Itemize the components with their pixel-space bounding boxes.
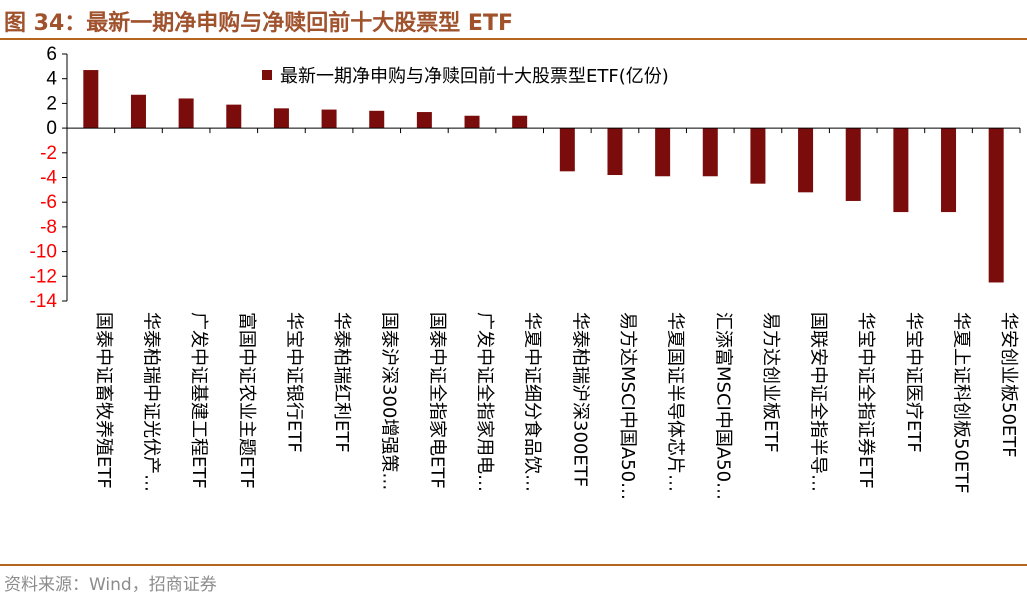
x-tick-label: 华夏国证半导体芯片… [665, 312, 686, 492]
bar [273, 108, 289, 129]
y-axis: 6 4 2 0 -2 -4 -6 -8 -10 -12 -14 [30, 44, 68, 312]
y-tick-label: -8 [40, 217, 57, 238]
legend: 最新一期净申购与净赎回前十大股票型ETF(亿份) [262, 66, 669, 87]
x-axis [66, 127, 1021, 134]
x-tick-label: 华宝中证全指证券ETF [855, 312, 876, 489]
bars [83, 70, 1004, 283]
x-tick-label: 华夏中证细分食品饮… [522, 312, 543, 492]
bar [559, 128, 575, 172]
bar [226, 104, 242, 129]
title-rule [0, 38, 1027, 40]
bar [321, 109, 337, 129]
y-tick-label: 0 [46, 118, 57, 139]
y-tick-label: 6 [46, 44, 57, 65]
bar [941, 128, 957, 213]
bar [416, 112, 432, 129]
y-tick-label: -10 [30, 242, 57, 263]
y-tick-label: -2 [40, 143, 57, 164]
legend-label: 最新一期净申购与净赎回前十大股票型ETF(亿份) [280, 66, 669, 87]
bar [130, 94, 146, 129]
x-tick-label: 国泰沪深300增强策… [379, 312, 400, 490]
figure-title: 图 34：最新一期净申购与净赎回前十大股票型 ETF [4, 11, 513, 36]
x-tick-label: 华夏上证科创板50ETF [951, 312, 972, 494]
bar [369, 110, 385, 129]
x-tick-label: 易方达MSCI中国A50… [617, 312, 638, 500]
y-tick-label: -4 [40, 168, 57, 189]
bar [845, 128, 861, 201]
x-tick-label: 华泰柏瑞红利ETF [331, 312, 352, 453]
bar [798, 128, 814, 193]
bar [178, 98, 194, 129]
x-tick-label: 富国中证农业主题ETF [236, 312, 257, 489]
y-tick-label: 4 [46, 69, 57, 90]
y-tick-label: -6 [40, 192, 57, 213]
bar [750, 128, 766, 184]
bar [607, 128, 623, 176]
bar [512, 115, 528, 129]
x-tick-label: 汇添富MSCI中国A50… [712, 312, 733, 500]
y-tick-label: -14 [30, 291, 58, 312]
legend-swatch [262, 70, 272, 80]
source-note: 资料来源：Wind，招商证券 [4, 575, 217, 595]
bar [655, 128, 671, 177]
x-tick-label: 国联安中证全指半导… [808, 312, 829, 492]
x-tick-label: 华宝中证银行ETF [283, 312, 304, 453]
x-tick-label: 易方达创业板ETF [760, 312, 781, 453]
x-tick-label: 广发中证基建工程ETF [188, 312, 209, 489]
source-rule [0, 564, 1027, 566]
x-tick-label: 华泰柏瑞中证光伏产… [140, 312, 161, 492]
bar [893, 128, 909, 213]
x-tick-label: 广发中证全指家用电… [474, 312, 495, 492]
y-tick-label: -12 [30, 266, 57, 287]
x-tick-label: 华宝中证医疗ETF [903, 312, 924, 453]
x-tick-label: 华泰柏瑞沪深300ETF [569, 312, 590, 487]
y-tick-label: 2 [46, 93, 57, 114]
bar [702, 128, 718, 177]
x-tick-label: 国泰中证全指家电ETF [426, 312, 447, 489]
x-tick-label: 华安创业板50ETF [998, 312, 1019, 458]
bar [83, 70, 99, 129]
bar [988, 128, 1004, 283]
bar [464, 115, 480, 129]
x-tick-label: 国泰中证畜牧养殖ETF [93, 312, 115, 489]
x-tick-labels: 国泰中证畜牧养殖ETF 华泰柏瑞中证光伏产… 广发中证基建工程ETF 富国中证农业主题… [93, 312, 1019, 500]
